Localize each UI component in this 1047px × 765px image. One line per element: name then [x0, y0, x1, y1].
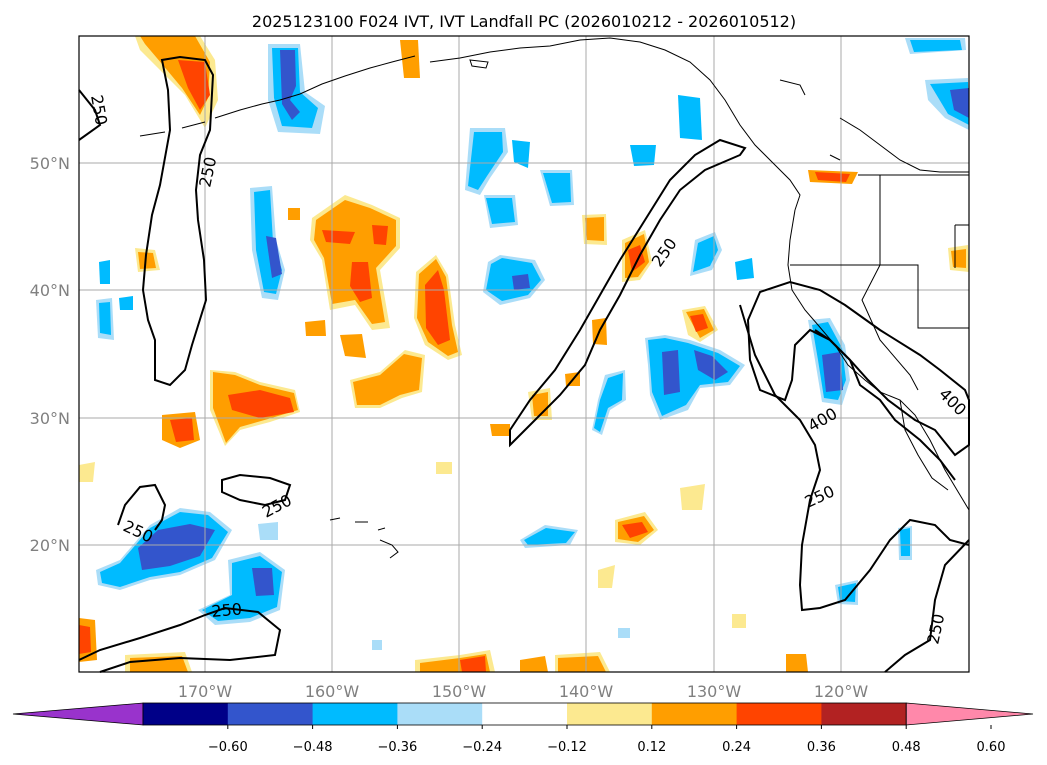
- colorbar-tick-label: 0.12: [637, 740, 666, 755]
- ivt-anomaly-fills: [79, 36, 969, 672]
- longitude-labels: 170°W 160°W 150°W 140°W 130°W 120°W: [178, 682, 869, 701]
- lat-label: 20°N: [30, 536, 70, 555]
- colorbar-segment: [567, 703, 653, 725]
- colorbar: −0.60 −0.48 −0.36 −0.24 −0.12 0.12 0.24 0.36 0.4…: [12, 702, 1034, 755]
- colorbar-tick-label: 0.60: [977, 740, 1006, 755]
- colorbar-extend-high: [905, 702, 1034, 726]
- colorbar-segment: [821, 703, 907, 725]
- lon-label: 130°W: [687, 682, 742, 701]
- lon-label: 150°W: [432, 682, 487, 701]
- figure-title: 2025123100 F024 IVT, IVT Landfall PC (20…: [252, 12, 796, 31]
- colorbar-tick-label: 0.48: [892, 740, 921, 755]
- lat-label: 30°N: [30, 409, 70, 428]
- colorbar-tick-label: 0.24: [722, 740, 751, 755]
- colorbar-segment: [312, 703, 398, 725]
- contour-label: 250: [211, 599, 243, 621]
- lat-label: 40°N: [30, 281, 70, 300]
- colorbar-segment: [482, 703, 568, 725]
- lon-label: 120°W: [814, 682, 869, 701]
- latitude-labels: 50°N 40°N 30°N 20°N: [30, 154, 70, 555]
- colorbar-segment: [736, 703, 822, 725]
- lat-label: 50°N: [30, 154, 70, 173]
- ivt-contours: [78, 55, 970, 673]
- colorbar-tick-label: 0.36: [807, 740, 836, 755]
- colorbar-segment: [651, 703, 738, 725]
- lon-label: 160°W: [305, 682, 360, 701]
- coastlines: [139, 37, 970, 559]
- lon-label: 170°W: [178, 682, 233, 701]
- colorbar-outline: [142, 702, 907, 726]
- colorbar-extend-low: [12, 702, 144, 726]
- colorbar-tick-label: −0.36: [377, 740, 417, 755]
- colorbar-segment: [227, 703, 314, 725]
- colorbar-tick-label: −0.48: [293, 740, 333, 755]
- colorbar-tick-label: −0.60: [208, 740, 248, 755]
- colorbar-segment: [397, 703, 483, 725]
- colorbar-tick-label: −0.12: [547, 740, 587, 755]
- map-frame: [78, 35, 970, 673]
- colorbar-tick-label: −0.24: [462, 740, 502, 755]
- lon-label: 140°W: [559, 682, 614, 701]
- colorbar-segment: [143, 703, 229, 725]
